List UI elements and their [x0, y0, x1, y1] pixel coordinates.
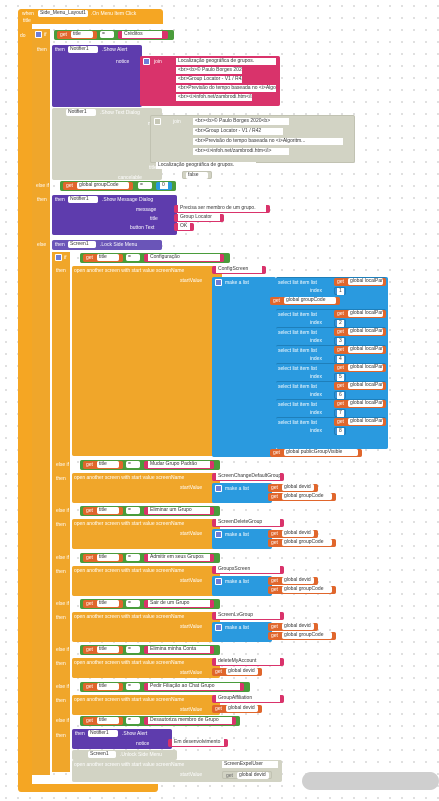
- text-block[interactable]: Créditos: [118, 31, 168, 39]
- component-dropdown[interactable]: Side_Menu_Layout1: [38, 10, 88, 17]
- event-name-label: .On Menu Item Click: [91, 11, 137, 17]
- cancelable-dropdown[interactable]: false: [186, 172, 208, 179]
- disabled-open-screen[interactable]: open another screen with start value scr…: [72, 760, 282, 782]
- compare-groupcode[interactable]: get global groupCode = 0: [60, 181, 176, 191]
- nested-gear-icon[interactable]: [55, 254, 62, 261]
- compare-title-block[interactable]: get title = Pedir Filiação ao Chat Grupo: [80, 682, 250, 692]
- join-block[interactable]: join Localização geográfica de grupos. <…: [140, 56, 280, 106]
- join-gear-icon[interactable]: [143, 58, 150, 65]
- compare-title-block[interactable]: get title = Elimina minha Conta: [80, 645, 220, 655]
- lock-side-menu-block[interactable]: then Screen1 .Lock Side Menu: [52, 240, 162, 250]
- notifier-dropdown[interactable]: Notifier1: [68, 46, 98, 53]
- show-message-dialog-block[interactable]: then Notifier1 .Show Message Dialog mess…: [52, 195, 177, 235]
- if-label: if: [44, 32, 47, 38]
- compare-title-block[interactable]: get title = Admitir em seus Grupos: [80, 553, 220, 563]
- make-list-block[interactable]: make a list: [212, 483, 272, 503]
- make-list-block[interactable]: make a list: [212, 277, 276, 457]
- open-screen-config[interactable]: open another screen with start value scr…: [72, 266, 222, 456]
- event-spine: [18, 24, 32, 784]
- horizontal-scrollbar[interactable]: [302, 772, 439, 790]
- get-title-block[interactable]: get title: [57, 31, 97, 39]
- make-list-block[interactable]: make a list: [212, 576, 272, 596]
- open-screen-block[interactable]: open another screen with start value scr…: [72, 519, 220, 549]
- make-list-block[interactable]: make a list: [212, 622, 272, 642]
- event-param: title: [23, 18, 31, 24]
- show-alert-block[interactable]: then Notifier1 .Show Alert notice: [52, 45, 142, 107]
- operator-dropdown[interactable]: =: [100, 31, 114, 38]
- text-dialog-title[interactable]: Localização geográfica de grupos.: [156, 162, 256, 169]
- compare-title-block[interactable]: get title = Sair de um Grupo: [80, 599, 220, 609]
- compare-block[interactable]: get title = Créditos: [54, 30, 174, 40]
- compare-title-block[interactable]: get title = Eliminar um Grupo: [80, 506, 220, 516]
- open-screen-block[interactable]: open another screen with start value scr…: [72, 473, 220, 503]
- open-screen-block[interactable]: open another screen with start value scr…: [72, 566, 220, 596]
- do-label: do: [20, 33, 26, 39]
- when-label: when: [22, 11, 34, 17]
- event-footer: [18, 784, 158, 792]
- open-screen-block[interactable]: open another screen with start value scr…: [72, 658, 220, 678]
- text-dialog-join[interactable]: join <br><b>© Paulo Borges 2020<b> <br>G…: [150, 115, 355, 163]
- event-block[interactable]: when Side_Menu_Layout1 .On Menu Item Cli…: [18, 9, 163, 24]
- dev-alert-block[interactable]: then Notifier1 .Show Alert notice: [72, 729, 172, 749]
- unlock-side-menu-block[interactable]: Screen1 .Unlock Side Menu: [72, 750, 177, 760]
- show-text-dialog-block[interactable]: Notifier1 .Show Text Dialog message titl…: [52, 108, 168, 181]
- then-label: then: [37, 47, 47, 53]
- make-list-block[interactable]: make a list: [212, 529, 272, 549]
- nested-if-spine: [52, 252, 70, 772]
- mutator-gear-icon[interactable]: [35, 31, 42, 38]
- open-screen-block[interactable]: open another screen with start value scr…: [72, 695, 220, 715]
- if-block-spine: [32, 29, 50, 775]
- compare-title-block[interactable]: get title = Mudar Grupo Padrão: [80, 460, 220, 470]
- open-screen-block[interactable]: open another screen with start value scr…: [72, 612, 220, 642]
